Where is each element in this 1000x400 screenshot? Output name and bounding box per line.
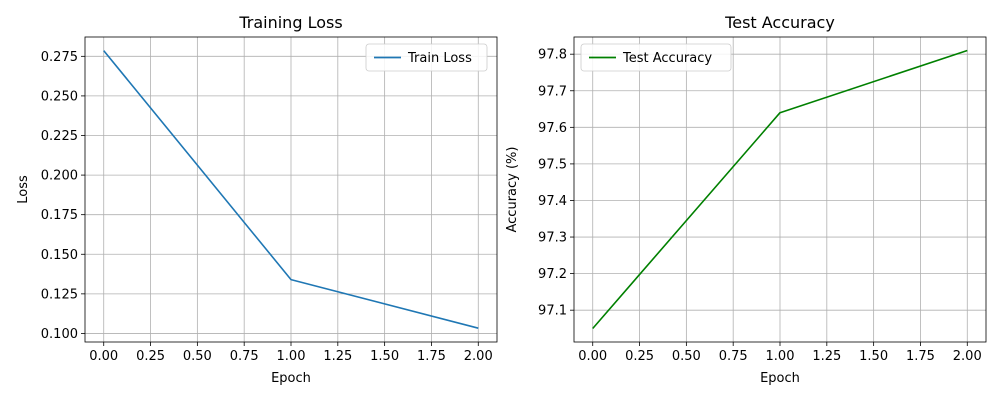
legend-box (365, 43, 488, 72)
x-tick-label: 1.25 (812, 349, 841, 364)
axes-frame (84, 36, 498, 343)
x-tick-label: 0.25 (625, 349, 654, 364)
y-tick-label: 0.225 (41, 129, 78, 144)
y-tick-label: 97.5 (538, 157, 567, 172)
y-tick-label: 97.2 (538, 267, 567, 282)
legend-box (580, 43, 732, 72)
chart-title: Training Loss (238, 13, 342, 32)
x-tick-label: 0.75 (719, 349, 748, 364)
y-tick-label: 97.8 (538, 48, 567, 63)
x-tick-label: 1.50 (370, 349, 399, 364)
y-axis-label: Accuracy (%) (505, 147, 520, 233)
y-tick-label: 97.7 (538, 84, 567, 99)
y-tick-label: 97.3 (538, 231, 567, 246)
x-tick-label: 0.75 (230, 349, 259, 364)
y-tick-label: 97.4 (538, 194, 567, 209)
y-tick-label: 0.175 (41, 208, 78, 223)
x-tick-label: 1.75 (906, 349, 935, 364)
x-tick-label: 1.00 (766, 349, 795, 364)
y-axis-label: Loss (16, 175, 31, 204)
legend: Train Loss (365, 43, 488, 72)
legend-label: Train Loss (407, 51, 472, 66)
panel-test-accuracy: Test Accuracy Epoch Accuracy (%) 0.00 0.2… (505, 13, 987, 386)
x-axis-label: Epoch (760, 371, 800, 386)
x-tick-label: 0.50 (183, 349, 212, 364)
grid (85, 37, 497, 342)
legend: Test Accuracy (580, 43, 732, 72)
y-tick-label: 0.200 (41, 169, 78, 184)
x-tick-label: 0.25 (136, 349, 165, 364)
series-line (103, 50, 479, 329)
x-tick-label: 2.00 (464, 349, 493, 364)
x-tick-label: 1.50 (859, 349, 888, 364)
y-tick-label: 0.250 (41, 89, 78, 104)
x-tick-label: 1.00 (277, 349, 306, 364)
series-line (592, 49, 968, 330)
y-tick-label: 97.6 (538, 121, 567, 136)
y-tick-label: 0.125 (41, 287, 78, 302)
y-tick-label: 0.275 (41, 50, 78, 65)
x-tick-label: 0.00 (578, 349, 607, 364)
chart-title: Test Accuracy (724, 13, 835, 32)
x-tick-label: 1.75 (417, 349, 446, 364)
legend-label: Test Accuracy (622, 51, 712, 66)
x-tick-label: 1.25 (323, 349, 352, 364)
x-tick-label: 2.00 (953, 349, 982, 364)
x-axis-label: Epoch (271, 371, 311, 386)
x-tick-label: 0.50 (672, 349, 701, 364)
y-tick-label: 0.100 (41, 327, 78, 342)
axes-frame (573, 36, 987, 343)
y-tick-label: 97.1 (538, 304, 567, 319)
x-tick-label: 0.00 (89, 349, 118, 364)
panel-training-loss: Training Loss Epoch Loss 0.00 0.25 0.50 0.7… (16, 13, 498, 386)
y-tick-label: 0.150 (41, 248, 78, 263)
grid (574, 37, 986, 342)
